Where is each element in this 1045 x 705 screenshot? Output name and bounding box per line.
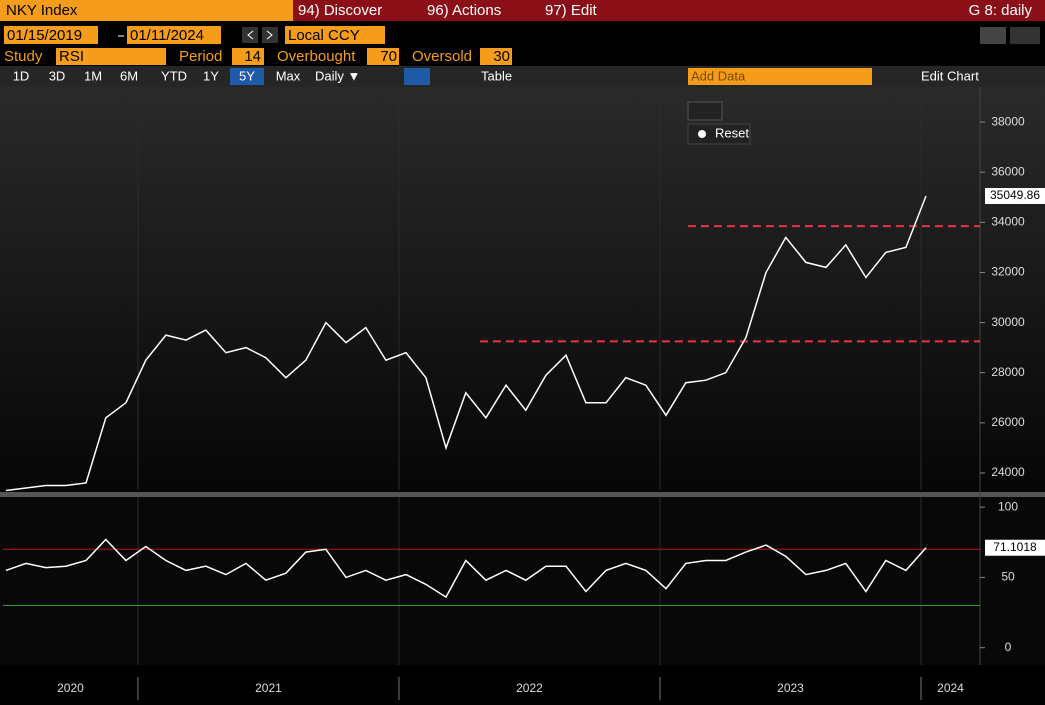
prev-button[interactable] [242, 27, 258, 43]
arrows [247, 30, 273, 40]
next-button[interactable] [262, 27, 278, 43]
study-box[interactable] [56, 48, 166, 65]
edit-chart[interactable]: Edit Chart [921, 68, 979, 83]
y-tick-label: 38000 [991, 114, 1025, 128]
undo[interactable] [980, 27, 1006, 44]
start-date: 01/15/2019 [7, 27, 82, 44]
last-value: 35049.86 [990, 188, 1040, 202]
oversold-box[interactable] [480, 48, 512, 65]
last-value-box [985, 188, 1045, 205]
security-box[interactable] [0, 0, 293, 21]
security: NKY Index [6, 2, 78, 19]
x-tick-label: 2023 [777, 681, 804, 695]
y-tick-label: 0 [1005, 640, 1012, 654]
menu-item[interactable]: 94) Discover [298, 2, 382, 19]
period-button[interactable]: 5Y [239, 68, 255, 83]
last-value-box [985, 539, 1045, 556]
end-date: 01/11/2024 [130, 27, 204, 44]
period-button[interactable]: 1D [13, 68, 30, 83]
reset-button[interactable] [687, 123, 751, 145]
add-data-box[interactable] [688, 68, 872, 85]
currency: Local CCY [288, 27, 360, 44]
period-button[interactable]: Max [276, 68, 301, 83]
period-button[interactable]: 1Y [203, 68, 219, 83]
y-tick-label: 34000 [991, 215, 1025, 229]
table-button[interactable]: Table [481, 68, 512, 83]
period-button[interactable]: 1M [84, 68, 102, 83]
period-box[interactable] [232, 48, 264, 65]
y-tick-label: 28000 [991, 365, 1025, 379]
y-tick-label: 26000 [991, 415, 1025, 429]
y-tick-label: 30000 [991, 315, 1025, 329]
rsi-panel [0, 497, 1045, 665]
oversold-label: Oversold [412, 48, 472, 65]
last-value: 71.1018 [993, 540, 1037, 554]
period-active [230, 68, 264, 85]
series-line [5, 538, 927, 599]
chart-type[interactable] [404, 68, 430, 85]
y-tick-label: 32000 [991, 265, 1025, 279]
period-button[interactable]: 3D [49, 68, 66, 83]
series-line [5, 195, 927, 492]
panel-divider [0, 492, 1045, 497]
period: 14 [244, 48, 261, 65]
menu-item[interactable]: 97) Edit [545, 2, 598, 19]
x-tick-label: 2020 [57, 681, 84, 695]
redo[interactable] [1010, 27, 1040, 44]
add-data: Add Data [691, 68, 746, 83]
start-date-box[interactable] [4, 26, 98, 44]
zoom-menu[interactable] [687, 101, 723, 121]
y-tick-label: 100 [998, 499, 1018, 513]
toolbar [0, 66, 1045, 87]
y-tick-label: 50 [1001, 570, 1015, 584]
frequency[interactable]: Daily ▼ [315, 68, 360, 83]
overbought-label: Overbought [277, 48, 356, 65]
page-label: G 8: daily [969, 2, 1033, 19]
end-date-box[interactable] [127, 26, 221, 44]
x-tick-label: 2022 [516, 681, 543, 695]
reset: Reset [715, 125, 749, 140]
period-button[interactable]: YTD [161, 68, 187, 83]
overbought-value: 70 [380, 48, 397, 65]
y-tick-label: 36000 [991, 164, 1025, 178]
x-tick-label: 2024 [937, 681, 964, 695]
study-name: RSI [59, 48, 84, 65]
x-tick-label: 2021 [255, 681, 282, 695]
y-tick-label: 24000 [991, 465, 1025, 479]
period-button[interactable]: 6M [120, 68, 138, 83]
price-panel [0, 87, 1045, 492]
period-label: Period [179, 48, 222, 65]
overbought-box[interactable] [367, 48, 399, 65]
menu-item[interactable]: 96) Actions [427, 2, 501, 19]
reset-icon [698, 130, 706, 138]
oversold-value: 30 [493, 48, 510, 65]
currency-box[interactable] [285, 26, 385, 44]
study-label: Study [4, 48, 43, 65]
